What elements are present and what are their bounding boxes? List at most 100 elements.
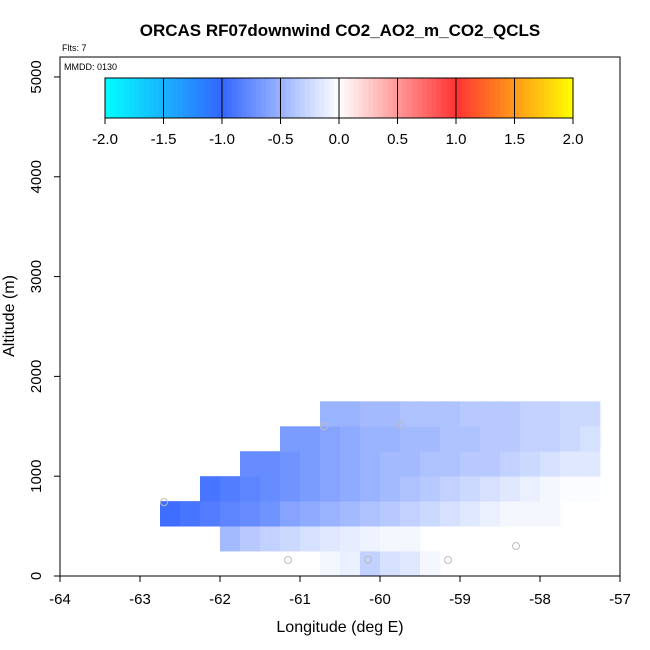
heatmap-cell [500,426,521,452]
heatmap-cell [420,451,441,477]
colorbar-swatch [543,78,550,118]
colorbar-swatch [270,78,277,118]
heatmap-cell [580,401,601,427]
heatmap-cell [580,451,601,477]
colorbar-swatch [382,78,389,118]
heatmap-cell [340,426,361,452]
heatmap-cell [240,476,261,502]
heatmap-cell [460,401,481,427]
colorbar-swatch [363,78,369,118]
colorbar-swatch [436,78,442,118]
colorbar-swatch [558,78,564,118]
y-axis-label: Altitude (m) [1,275,18,357]
y-tick-label: 3000 [28,260,45,293]
colorbar-tick-label: -0.5 [268,131,294,148]
colorbar-swatch [373,78,379,118]
heatmap-cell [200,501,221,527]
colorbar-tick-label: -1.0 [209,131,235,148]
heatmap-cell [320,426,341,452]
colorbar-swatch [529,78,535,118]
heatmap-cell [400,476,421,502]
colorbar-swatch [368,78,374,118]
heatmap-cells [160,401,601,577]
colorbar-swatch [173,78,179,118]
heatmap-cell [400,501,421,527]
heatmap-cell [540,476,561,502]
colorbar-swatch [324,78,330,118]
sample-point [160,498,168,507]
colorbar-swatch [251,78,257,118]
heatmap-cell [440,401,461,427]
heatmap-cell [580,426,601,452]
heatmap-cell [340,526,361,552]
heatmap-cell [400,526,421,552]
colorbar-swatch [378,78,384,118]
heatmap-cell [540,501,561,527]
x-tick-label: -60 [369,591,391,608]
colorbar-swatch [358,78,364,118]
heatmap-cell [520,401,541,427]
heatmap-cell [240,501,261,527]
heatmap-cell [440,476,461,502]
colorbar-swatch [343,78,350,118]
heatmap-cell [400,551,421,577]
colorbar-swatch [309,78,316,118]
heatmap-cell [540,426,561,452]
colorbar-swatch [114,78,121,118]
heatmap-cell [440,501,461,527]
heatmap-cell [480,451,501,477]
sample-points [160,421,520,565]
sample-point [444,556,452,565]
colorbar-swatch [475,78,481,118]
heatmap-cell [360,551,381,577]
heatmap-cell [280,426,301,452]
colorbar-swatch [519,78,525,118]
heatmap-cell [540,451,561,477]
colorbar-swatch [158,78,164,118]
heatmap-cell [460,426,481,452]
heatmap-cell [300,476,321,502]
heatmap-cell [380,426,401,452]
colorbar-swatch [163,78,169,118]
heatmap-cell [300,501,321,527]
colorbar-swatch [241,78,247,118]
colorbar-swatch [451,78,457,118]
colorbar-swatch [231,78,238,118]
sample-point [512,542,520,551]
colorbar-tick-label: -1.5 [151,131,177,148]
colorbar-swatch [524,78,530,118]
colorbar-tick-label: 0.5 [387,131,408,148]
heatmap-cell [420,426,441,452]
colorbar-swatch [300,78,306,118]
sample-point [396,421,404,430]
heatmap-cell [260,526,281,552]
y-tick-label: 2000 [28,360,45,393]
heatmap-cell [460,501,481,527]
heatmap-cell [500,501,521,527]
colorbar-swatch [495,78,501,118]
heatmap-cell [500,401,521,427]
heatmap-cell [240,526,261,552]
heatmap-cell [280,476,301,502]
colorbar-swatch [334,78,340,118]
colorbar-swatch [509,78,515,118]
heatmap-cell [520,426,541,452]
heatmap-cell [500,451,521,477]
heatmap-cell [260,451,281,477]
colorbar-swatch [568,78,574,118]
colorbar-swatch [178,78,184,118]
colorbar: -2.0 -1.5 -1.0 -0.5 0.0 0.5 1.0 1.5 2.0 [92,77,583,148]
heatmap-cell [340,476,361,502]
heatmap-cell [460,451,481,477]
heatmap-cell [440,451,461,477]
colorbar-swatch [348,78,355,118]
colorbar-swatch [285,78,291,118]
heatmap-cell [380,451,401,477]
colorbar-swatch [197,78,203,118]
colorbar-swatch [275,78,281,118]
heatmap-cell [380,476,401,502]
colorbar-swatch [295,78,301,118]
heatmap-cell [320,501,341,527]
colorbar-swatch [246,78,252,118]
heatmap-cell [480,501,501,527]
